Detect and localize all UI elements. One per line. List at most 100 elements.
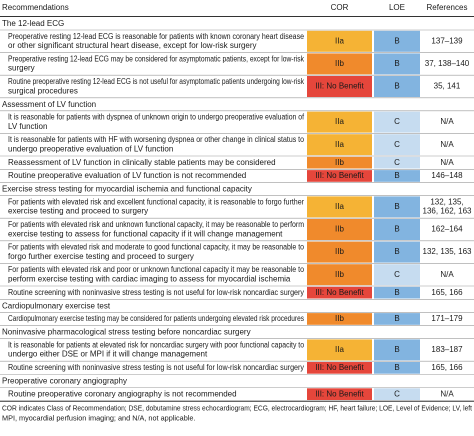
loe-cell <box>374 388 420 400</box>
recommendation-text: It is reasonable for patients with HF wi… <box>8 135 304 144</box>
loe-cell <box>374 241 420 263</box>
loe-cell <box>374 156 420 169</box>
cor-label: IIb <box>335 225 344 234</box>
cor-cell <box>307 388 372 400</box>
recommendation-text: Routine screening with noninvasive stres… <box>8 363 304 372</box>
loe-cell <box>374 111 420 133</box>
cor-label: IIa <box>335 345 344 354</box>
header-cell: References <box>427 3 468 12</box>
recommendation-text: It is reasonable for patients with dyspn… <box>8 113 305 122</box>
cor-label: III: No Benefit <box>315 171 364 180</box>
reference-text: 37, 138–140 <box>425 59 470 68</box>
loe-label: B <box>394 225 399 234</box>
reference-text: 137–139 <box>431 36 463 45</box>
cor-cell <box>307 219 372 240</box>
recommendation-text: exercise testing and proceed to surgery <box>8 207 148 216</box>
cor-label: IIa <box>335 36 344 45</box>
loe-cell <box>374 219 420 240</box>
reference-text: 146–148 <box>431 171 463 180</box>
footnote: COR indicates Class of Recommendation; D… <box>2 404 472 413</box>
loe-cell <box>374 264 420 286</box>
recommendation-text: For patients with elevated risk and exce… <box>8 197 304 206</box>
cor-label: IIb <box>335 314 344 323</box>
reference-text: 165, 166 <box>431 363 463 372</box>
reference-text: 132, 135, 163 <box>423 247 472 256</box>
recommendation-text: forgo further exercise testing and proce… <box>8 252 194 261</box>
recommendation-text: Cardiopulmonary exercise testing may be … <box>8 314 304 323</box>
loe-label: C <box>394 270 400 279</box>
loe-cell <box>374 53 420 75</box>
cor-label: III: No Benefit <box>315 288 364 297</box>
recommendation-text: perform exercise testing with cardiac im… <box>8 274 291 283</box>
loe-label: C <box>394 389 400 398</box>
loe-cell <box>374 134 420 156</box>
loe-label: B <box>394 36 399 45</box>
reference-text: 183–187 <box>431 345 463 354</box>
recommendation-text: Routine preoperative resting 12-lead ECG… <box>8 77 305 86</box>
section-title: Noninvasive pharmacological stress testi… <box>2 328 251 337</box>
cor-cell <box>307 196 372 218</box>
reference-text: N/A <box>440 389 454 398</box>
cor-label: III: No Benefit <box>315 82 364 91</box>
loe-label: B <box>394 202 399 211</box>
cor-label: III: No Benefit <box>315 363 364 372</box>
reference-text: 35, 141 <box>434 82 461 91</box>
section-title: Preoperative coronary angiography <box>2 377 127 386</box>
recommendation-text: For patients with elevated risk and unkn… <box>8 220 304 229</box>
recommendation-text: undergo preoperative evaluation of LV fu… <box>8 144 173 153</box>
loe-cell <box>374 339 420 361</box>
section-title: Assessment of LV function <box>2 100 96 109</box>
loe-label: B <box>394 247 399 256</box>
loe-label: B <box>394 59 399 68</box>
recommendation-text: For patients with elevated risk and mode… <box>8 243 304 252</box>
reference-text: N/A <box>440 270 454 279</box>
recommendation-text: Routine preoperative evaluation of LV fu… <box>8 171 246 180</box>
header-cell: COR <box>331 3 349 12</box>
cor-cell <box>307 362 372 374</box>
cor-cell <box>307 286 372 299</box>
reference-text: 132, 135, <box>430 197 463 206</box>
header-cell: Recommendations <box>2 3 69 12</box>
cor-label: IIa <box>335 202 344 211</box>
cor-cell <box>307 241 372 263</box>
recommendation-text: For patients with elevated risk and poor… <box>8 265 304 274</box>
recommendation-text: undergo either DSE or MPI if it will cha… <box>8 350 208 359</box>
loe-label: C <box>394 117 400 126</box>
cor-label: IIa <box>335 117 344 126</box>
reference-text: 136, 162, 163 <box>423 207 472 216</box>
loe-label: B <box>394 171 399 180</box>
header-cell: LOE <box>389 3 405 12</box>
loe-label: C <box>394 140 400 149</box>
cor-cell <box>307 134 372 156</box>
recommendation-text: Reassessment of LV function in clinicall… <box>8 158 276 167</box>
loe-cell <box>374 30 420 52</box>
recommendation-text: Routine screening with noninvasive stres… <box>8 288 304 297</box>
loe-cell <box>374 286 420 299</box>
section-title: Exercise stress testing for myocardial i… <box>2 185 252 194</box>
cor-label: IIa <box>335 140 344 149</box>
loe-cell <box>374 170 420 182</box>
cor-label: IIb <box>335 247 344 256</box>
recommendation-text: surgical procedures <box>8 86 78 95</box>
recommendation-text: exercise testing to assess for functiona… <box>8 229 283 238</box>
cor-cell <box>307 53 372 75</box>
loe-label: B <box>394 345 399 354</box>
loe-label: C <box>394 158 400 167</box>
recommendation-text: Preoperative resting 12-lead ECG is reas… <box>8 32 304 41</box>
footnote: MPI, myocardial perfusion imaging; and N… <box>2 414 195 423</box>
reference-text: 162–164 <box>431 225 463 234</box>
cor-cell <box>307 339 372 361</box>
loe-label: B <box>394 288 399 297</box>
loe-cell <box>374 76 420 97</box>
loe-cell <box>374 362 420 374</box>
reference-text: 171–179 <box>431 314 463 323</box>
recommendation-text: Routine preoperative coronary angiograph… <box>8 389 237 398</box>
cor-cell <box>307 30 372 52</box>
recommendation-text: Preoperative resting 12-lead ECG may be … <box>8 54 305 63</box>
cor-cell <box>307 170 372 182</box>
cor-label: IIb <box>335 158 344 167</box>
cor-cell <box>307 76 372 97</box>
reference-text: 165, 166 <box>431 288 463 297</box>
